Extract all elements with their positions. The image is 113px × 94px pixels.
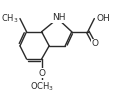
Text: CH$_3$: CH$_3$: [1, 12, 19, 25]
Text: OH: OH: [95, 14, 109, 23]
Text: O: O: [91, 39, 98, 49]
Text: O: O: [38, 69, 45, 78]
Text: OCH$_3$: OCH$_3$: [29, 80, 53, 93]
Text: NH: NH: [51, 13, 65, 22]
